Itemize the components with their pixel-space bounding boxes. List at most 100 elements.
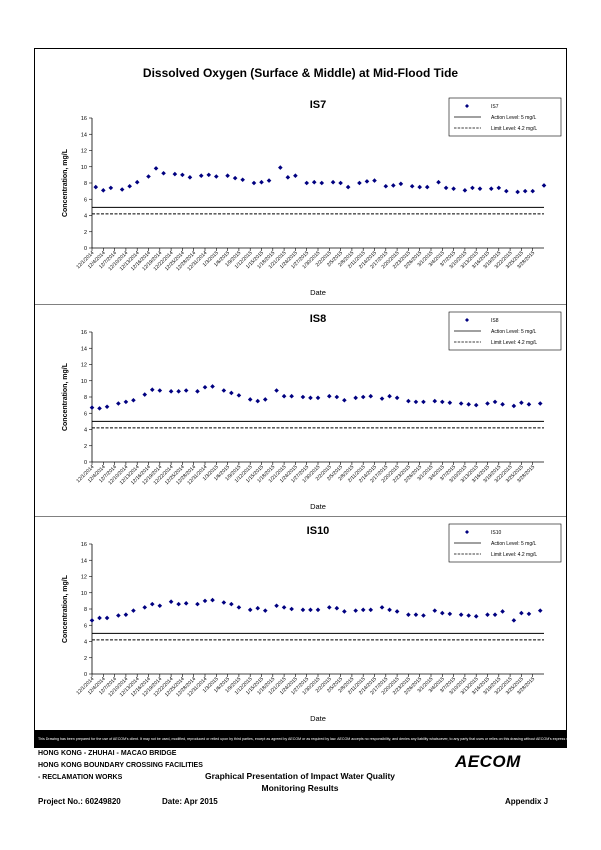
data-point <box>526 402 532 407</box>
data-point <box>247 397 253 402</box>
data-point <box>236 605 242 610</box>
data-point <box>364 179 370 184</box>
data-point <box>101 188 106 193</box>
data-point <box>285 175 291 180</box>
data-point <box>387 607 392 613</box>
data-point <box>308 607 313 613</box>
data-point <box>526 611 532 617</box>
data-point <box>500 609 505 614</box>
data-point <box>176 389 181 394</box>
data-point <box>210 384 215 389</box>
data-point <box>247 607 253 613</box>
chart-is7: IS7024681012141612/1/201412/4/201412/7/2… <box>62 97 562 297</box>
y-axis-label: Concentration, mg/L <box>62 148 69 217</box>
data-point <box>183 388 189 393</box>
data-point <box>195 601 200 607</box>
data-point <box>131 397 136 403</box>
data-point <box>492 399 498 405</box>
data-point <box>262 608 268 613</box>
data-point <box>440 610 445 616</box>
legend-entry-action: Action Level: 5 mg/L <box>491 329 537 335</box>
y-tick-label: 0 <box>84 246 87 252</box>
y-tick-label: 4 <box>84 640 87 646</box>
data-point <box>496 185 502 191</box>
data-point <box>240 177 245 183</box>
data-point <box>413 612 419 617</box>
data-point <box>315 607 321 613</box>
y-tick-label: 10 <box>81 165 87 171</box>
chart-title: IS8 <box>310 313 327 325</box>
data-point <box>440 399 445 405</box>
data-point <box>123 612 129 617</box>
data-point <box>195 389 200 394</box>
legend-entry-series: IS8 <box>491 318 499 324</box>
data-point <box>470 185 475 191</box>
data-point <box>89 618 95 623</box>
data-point <box>330 179 336 185</box>
data-point <box>458 612 464 617</box>
project-number: Project No.: 60249820 <box>38 797 121 806</box>
chart-panel-is7: IS7 0 2 4 6 8 10 12 14 16 12/1/2014 12/4/2014 12/7/2… <box>34 90 567 302</box>
data-point <box>97 615 102 621</box>
data-point <box>421 613 426 618</box>
data-point <box>187 175 193 180</box>
y-tick-label: 12 <box>81 149 87 155</box>
data-point <box>368 607 374 613</box>
data-point <box>417 184 422 190</box>
y-tick-label: 16 <box>81 542 87 548</box>
data-point <box>104 404 110 410</box>
data-point <box>394 395 400 401</box>
data-point <box>180 172 185 178</box>
legend-entry-limit: Limit Level: 4.2 mg/L <box>491 340 537 346</box>
data-point <box>379 605 385 610</box>
data-point <box>485 612 490 617</box>
chart-title: IS7 <box>310 99 327 111</box>
data-point <box>357 180 362 186</box>
data-point <box>360 607 366 613</box>
y-tick-label: 14 <box>81 558 87 564</box>
data-point <box>225 173 230 178</box>
data-point <box>353 395 358 401</box>
y-tick-label: 0 <box>84 672 87 678</box>
y-tick-label: 6 <box>84 411 87 417</box>
data-point <box>176 601 181 607</box>
data-point <box>338 180 343 186</box>
data-point <box>281 605 287 610</box>
data-point <box>149 387 155 392</box>
data-point <box>334 605 340 611</box>
data-point <box>232 175 238 181</box>
y-axis-label: Concentration, mg/L <box>62 362 69 431</box>
data-point <box>368 393 374 399</box>
data-point <box>278 165 283 170</box>
legend-entry-limit: Limit Level: 4.2 mg/L <box>491 126 537 132</box>
data-point <box>274 603 279 609</box>
y-tick-label: 2 <box>84 230 87 236</box>
data-point <box>447 400 453 405</box>
y-tick-label: 8 <box>84 181 87 187</box>
y-tick-label: 0 <box>84 460 87 466</box>
data-point <box>515 189 520 195</box>
data-point <box>537 401 543 406</box>
data-point <box>206 172 212 178</box>
data-point <box>458 401 464 406</box>
legend-entry-series: IS10 <box>491 530 502 536</box>
data-point <box>492 612 498 617</box>
data-point <box>319 180 325 186</box>
data-point <box>289 393 294 399</box>
data-point <box>274 388 279 393</box>
data-point <box>432 398 438 404</box>
data-point <box>202 384 208 390</box>
data-point <box>157 603 163 609</box>
y-tick-label: 2 <box>84 656 87 662</box>
data-point <box>477 186 483 191</box>
data-point <box>146 174 151 179</box>
data-point <box>345 184 351 190</box>
data-point <box>300 607 306 613</box>
data-point <box>266 178 272 183</box>
data-point <box>214 174 219 179</box>
data-point <box>308 395 313 401</box>
data-point <box>255 605 261 611</box>
data-point <box>104 615 110 621</box>
chart-title: IS10 <box>307 525 330 537</box>
data-point <box>89 405 95 410</box>
